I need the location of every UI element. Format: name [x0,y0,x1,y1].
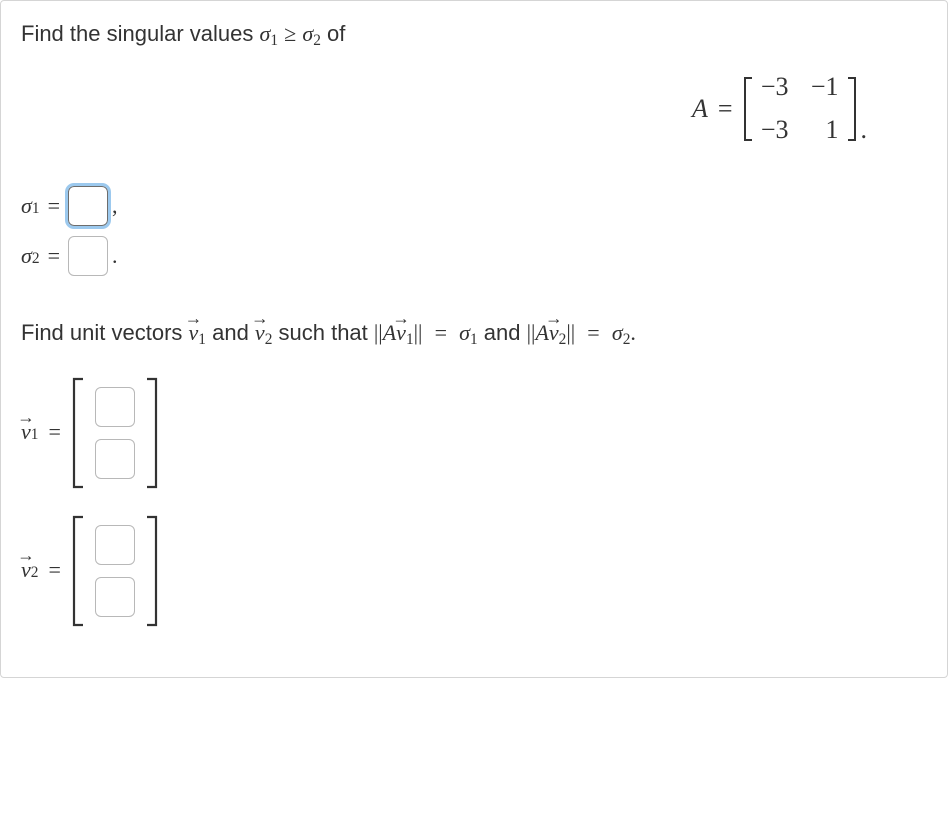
prompt2-a: Find unit vectors [21,320,189,345]
v2-input-0[interactable] [95,525,135,565]
geq-symbol: ≥ [284,21,296,46]
rhs-sigma1: σ1 [459,320,478,345]
prompt2-c: such that [272,320,374,345]
norm-Av1: ||Av1|| [374,320,423,345]
sigma2-label: σ2 [21,241,40,272]
v1-row: v1 = [21,377,927,489]
sigma2-symbol: σ2 [302,21,321,46]
v1-vector [71,377,159,489]
sigma2-trailing: . [112,241,118,272]
right-bracket [847,77,857,141]
prompt-line-2: Find unit vectors v1 and v2 such that ||… [21,318,927,350]
prompt2-b: and [206,320,255,345]
matrix-block: A = −3 −1 −3 1 . [21,69,927,148]
v2-left-bracket [71,515,85,627]
v2-row: v2 = [21,515,927,627]
v1-label: v1 [21,417,38,448]
norm-Av2: ||Av2|| [527,320,576,345]
v1-input-0[interactable] [95,387,135,427]
sigma2-input[interactable] [68,236,108,276]
eq1: = [435,320,447,345]
matrix-cell-0-1: −1 [811,69,839,105]
matrix-A: −3 −1 −3 1 [743,69,857,148]
matrix-cell-0-0: −3 [761,69,789,105]
left-bracket [743,77,753,141]
matrix-trailing-period: . [861,112,868,148]
v1-right-bracket [145,377,159,489]
v1-left-bracket [71,377,85,489]
matrix-cell-1-0: −3 [761,112,789,148]
v1-eq: = [48,417,60,448]
v1-input-1[interactable] [95,439,135,479]
sigma1-trailing: , [112,191,118,222]
sigma1-row: σ1 = , [21,186,927,226]
v2-eq: = [48,555,60,586]
problem-container: Find the singular values σ1 ≥ σ2 of A = … [0,0,948,678]
matrix-eq-sign: = [718,91,733,127]
sigma1-eq: = [48,191,60,222]
prompt1-post: of [321,21,345,46]
v1-sub: 1 [198,331,206,348]
prompt2-d: and [478,320,527,345]
v2-input-1[interactable] [95,577,135,617]
v2-right-bracket [145,515,159,627]
v2-symbol: v [255,318,265,349]
prompt1-pre: Find the singular values [21,21,259,46]
eq2: = [587,320,599,345]
sigma1-input[interactable] [68,186,108,226]
sigma1-label: σ1 [21,191,40,222]
matrix-cell-1-1: 1 [811,112,839,148]
matrix-equation: A = −3 −1 −3 1 . [692,69,867,148]
sigma2-eq: = [48,241,60,272]
sigma1-symbol: σ1 [259,21,278,46]
v1-symbol: v [189,318,199,349]
v2-label: v2 [21,555,38,586]
matrix-lhs: A [692,91,708,127]
prompt-line-1: Find the singular values σ1 ≥ σ2 of [21,19,927,51]
sigma2-row: σ2 = . [21,236,927,276]
prompt2-period: . [630,320,636,345]
v2-vector [71,515,159,627]
rhs-sigma2: σ2 [612,320,631,345]
